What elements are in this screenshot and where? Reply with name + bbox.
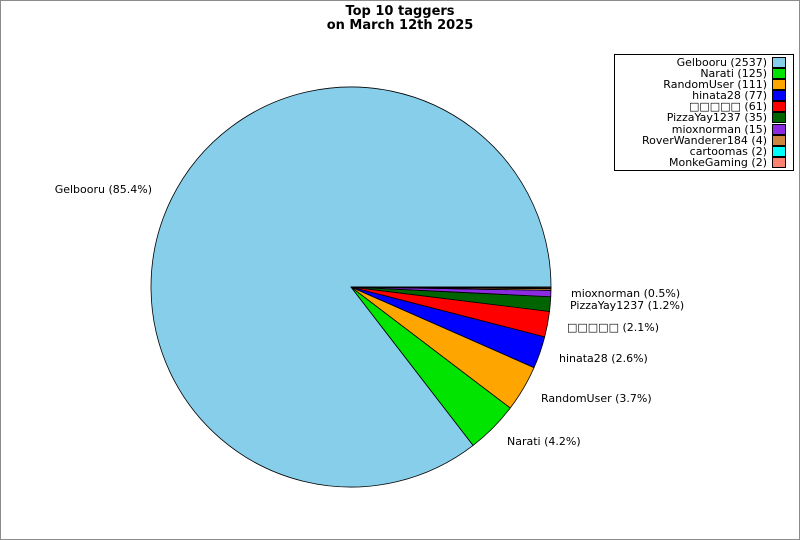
legend-swatch — [772, 90, 786, 102]
legend-label: RandomUser (111) — [663, 78, 767, 92]
legend-label: mioxnorman (15) — [671, 122, 767, 136]
legend: Gelbooru (2537) Narati (125) RandomUser (1… — [614, 54, 794, 171]
legend-label: cartoomas (2) — [689, 144, 767, 158]
pie-slice-label-3: hinata28 (2.6%) — [559, 352, 648, 365]
legend-label: Gelbooru (2537) — [676, 56, 767, 70]
legend-item-1: Narati (125) — [615, 67, 793, 81]
legend-item-5: PizzaYay1237 (35) — [615, 111, 793, 125]
legend-label: Narati (125) — [700, 67, 767, 81]
chart-title-line1: Top 10 taggers — [345, 4, 455, 19]
legend-item-2: RandomUser (111) — [615, 78, 793, 92]
legend-swatch — [772, 156, 786, 168]
legend-swatch — [772, 145, 786, 157]
pie-slice-label-4: □□□□□ (2.1%) — [567, 321, 659, 334]
legend-swatch — [772, 123, 786, 135]
legend-item-6: mioxnorman (15) — [615, 122, 793, 136]
legend-item-8: cartoomas (2) — [615, 144, 793, 158]
legend-item-4: □□□□□ (61) — [615, 100, 793, 114]
pie-slice-label-1: Narati (4.2%) — [507, 435, 581, 448]
legend-swatch — [772, 101, 786, 113]
legend-item-9: MonkeGaming (2) — [615, 155, 793, 169]
legend-label: MonkeGaming (2) — [668, 155, 767, 169]
legend-swatch — [772, 112, 786, 124]
legend-label: RoverWanderer184 (4) — [642, 133, 767, 147]
legend-swatch — [772, 68, 786, 80]
legend-item-7: RoverWanderer184 (4) — [615, 133, 793, 147]
legend-swatch — [772, 57, 786, 69]
pie-slice-label-5: PizzaYay1237 (1.2%) — [570, 299, 685, 312]
legend-label: □□□□□ (61) — [688, 100, 767, 114]
pie-slice-label-2: RandomUser (3.7%) — [541, 392, 652, 405]
pie-slice-label-0: Gelbooru (85.4%) — [54, 183, 152, 196]
legend-swatch — [772, 134, 786, 146]
chart-title: Top 10 taggers on March 12th 2025 — [1, 5, 799, 32]
legend-label: PizzaYay1237 (35) — [666, 111, 767, 125]
chart-title-line2: on March 12th 2025 — [326, 17, 474, 33]
legend-label: hinata28 (77) — [692, 89, 767, 103]
pie-slice-9 — [350, 286, 552, 289]
legend-item-0: Gelbooru (2537) — [615, 56, 793, 70]
pie-slice-label-6: mioxnorman (0.5%) — [571, 287, 681, 300]
legend-swatch — [772, 79, 786, 91]
legend-item-3: hinata28 (77) — [615, 89, 793, 103]
